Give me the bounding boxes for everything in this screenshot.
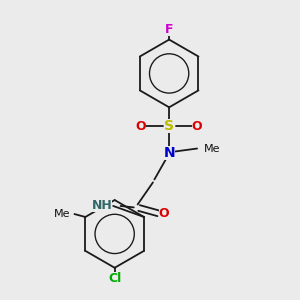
Text: O: O <box>192 120 203 133</box>
Text: Cl: Cl <box>108 272 121 286</box>
Text: F: F <box>165 23 173 36</box>
Text: O: O <box>159 207 170 220</box>
Text: Me: Me <box>54 209 70 219</box>
Text: S: S <box>164 119 174 134</box>
Text: NH: NH <box>92 200 112 212</box>
Text: N: N <box>163 146 175 160</box>
Text: Me: Me <box>204 143 220 154</box>
Text: O: O <box>136 120 146 133</box>
